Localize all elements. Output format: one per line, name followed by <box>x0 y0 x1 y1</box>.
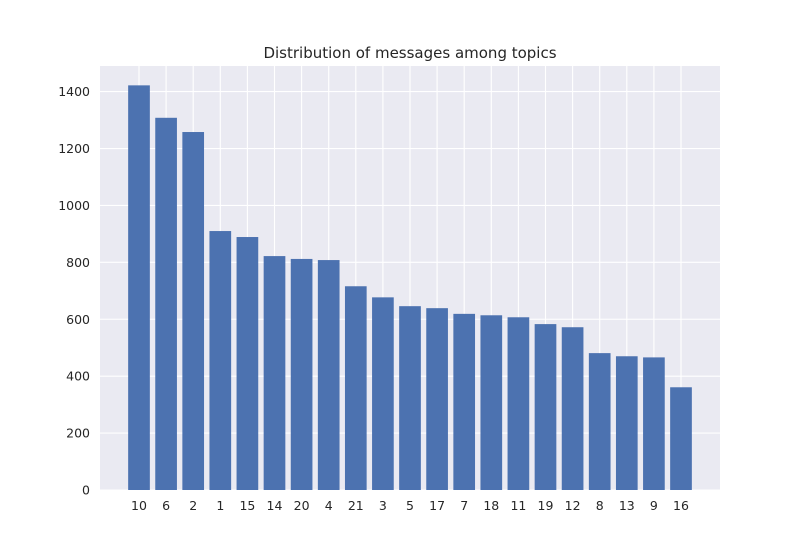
y-tick-label: 200 <box>66 426 90 441</box>
bar-topic-14 <box>263 256 286 490</box>
bar-topic-5 <box>399 306 421 490</box>
y-tick-label: 0 <box>82 483 90 498</box>
chart-title: Distribution of messages among topics <box>263 44 556 62</box>
x-tick-label: 16 <box>673 498 689 513</box>
bar-topic-17 <box>426 308 448 490</box>
x-tick-label: 4 <box>325 498 333 513</box>
x-tick-label: 12 <box>565 498 581 513</box>
bars <box>128 85 692 491</box>
y-tick-label: 600 <box>66 312 90 327</box>
y-tick-label: 1000 <box>58 198 90 213</box>
y-tick-label: 1200 <box>58 141 90 156</box>
y-tick-label: 1400 <box>58 84 90 99</box>
x-tick-label: 3 <box>379 498 387 513</box>
bar-topic-12 <box>561 327 584 490</box>
x-tick-label: 21 <box>348 498 364 513</box>
x-tick-label: 11 <box>510 498 526 513</box>
x-tick-label: 10 <box>131 498 147 513</box>
y-axis-tick-labels: 0 200 400 600 800 1000 1200 1400 <box>58 84 90 497</box>
x-tick-label: 5 <box>406 498 414 513</box>
y-tick-label: 800 <box>66 255 90 270</box>
x-tick-label: 1 <box>216 498 224 513</box>
x-tick-label: 2 <box>189 498 197 513</box>
x-tick-label: 6 <box>162 498 170 513</box>
bar-topic-13 <box>615 356 638 490</box>
x-tick-label: 8 <box>596 498 604 513</box>
bar-topic-1 <box>209 231 232 490</box>
x-tick-label: 14 <box>267 498 283 513</box>
bar-topic-4 <box>317 260 340 490</box>
bar-topic-9 <box>643 357 665 490</box>
x-tick-label: 13 <box>619 498 635 513</box>
bar-topic-15 <box>236 237 259 490</box>
bar-topic-2 <box>182 132 205 490</box>
bar-topic-20 <box>290 258 313 490</box>
y-tick-label: 400 <box>66 369 90 384</box>
x-tick-label: 18 <box>483 498 499 513</box>
bar-topic-16 <box>670 387 692 490</box>
bar-topic-19 <box>534 324 557 490</box>
bar-topic-21 <box>344 286 367 490</box>
bar-topic-7 <box>453 313 476 490</box>
x-tick-label: 7 <box>460 498 468 513</box>
bar-topic-11 <box>507 317 530 490</box>
x-axis-tick-labels: 10 6 2 1 15 14 20 4 21 3 5 17 7 18 11 19 12 8 13 9 16 <box>131 498 689 513</box>
x-tick-label: 15 <box>239 498 255 513</box>
x-tick-label: 9 <box>650 498 658 513</box>
bar-topic-8 <box>588 353 611 490</box>
bar-topic-6 <box>155 117 177 491</box>
bar-topic-10 <box>128 85 150 490</box>
x-tick-label: 19 <box>538 498 554 513</box>
x-tick-label: 20 <box>294 498 310 513</box>
bar-topic-18 <box>480 315 503 490</box>
bar-topic-3 <box>372 297 394 490</box>
x-tick-label: 17 <box>429 498 445 513</box>
